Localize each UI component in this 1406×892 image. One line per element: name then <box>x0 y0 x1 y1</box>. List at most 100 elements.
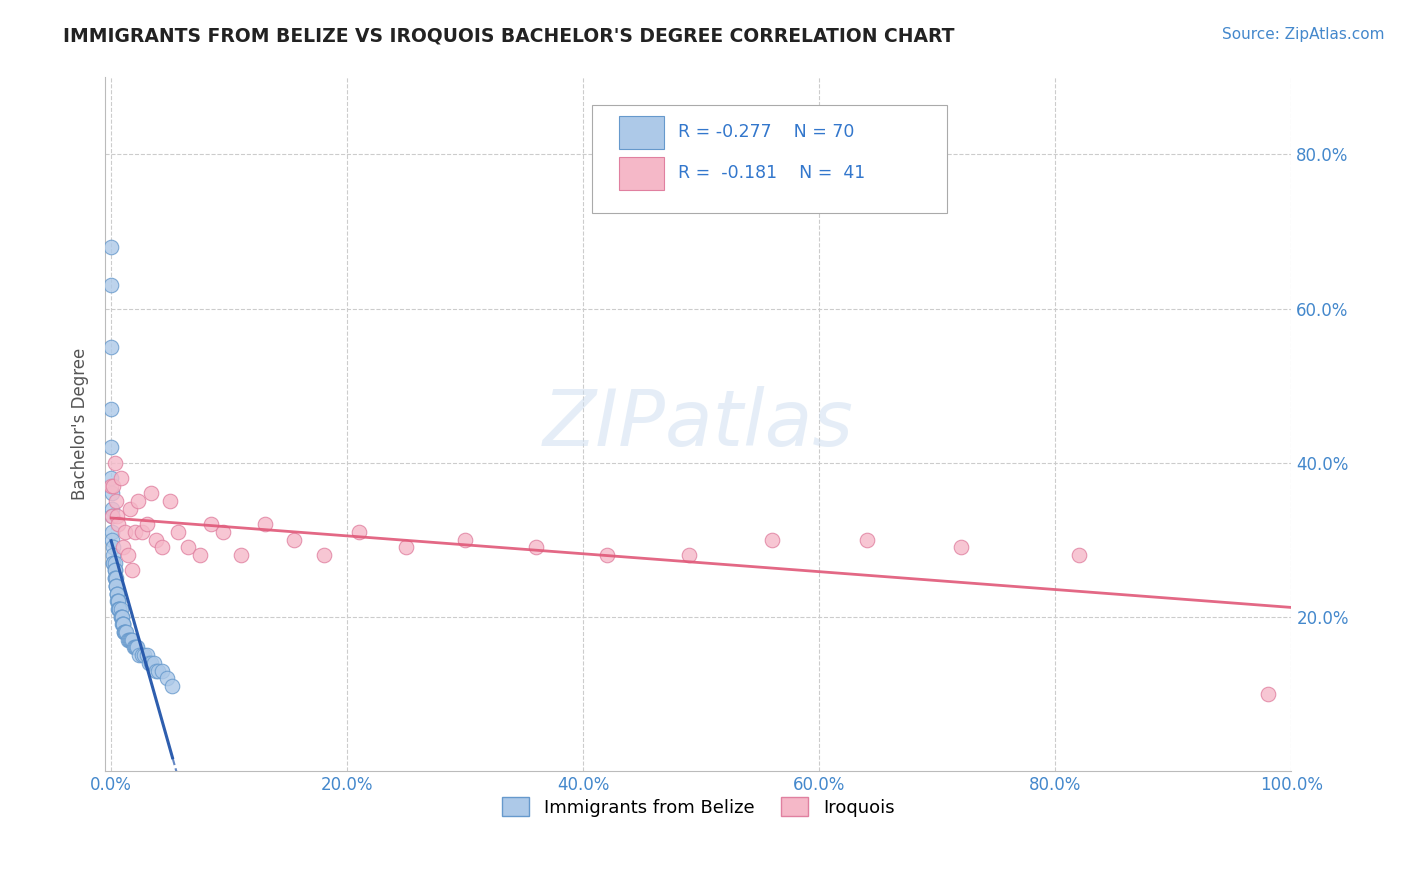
Point <box>108 602 131 616</box>
Point <box>103 556 125 570</box>
Point <box>111 541 134 555</box>
Point <box>103 556 125 570</box>
Point <box>104 556 127 570</box>
Point <box>135 517 157 532</box>
Point <box>105 594 128 608</box>
Point <box>131 648 153 662</box>
Point <box>104 456 127 470</box>
Text: Source: ZipAtlas.com: Source: ZipAtlas.com <box>1222 27 1385 42</box>
FancyBboxPatch shape <box>619 157 664 190</box>
Point <box>229 548 252 562</box>
Point <box>122 640 145 655</box>
Point <box>141 486 163 500</box>
Point <box>200 517 222 532</box>
Point <box>524 541 547 555</box>
Point <box>107 594 129 608</box>
Point <box>111 617 134 632</box>
Point <box>105 586 128 600</box>
Point <box>150 541 173 555</box>
Point <box>110 471 132 485</box>
Point <box>103 548 125 562</box>
Point <box>100 478 122 492</box>
Point <box>134 648 156 662</box>
Point <box>949 541 972 555</box>
Point <box>141 656 163 670</box>
Legend: Immigrants from Belize, Iroquois: Immigrants from Belize, Iroquois <box>495 790 901 824</box>
Text: ZIPatlas: ZIPatlas <box>543 386 853 462</box>
Point <box>111 609 134 624</box>
Point <box>104 571 127 585</box>
Point <box>125 640 148 655</box>
Point <box>761 533 783 547</box>
Point <box>114 524 136 539</box>
Point <box>110 609 132 624</box>
FancyBboxPatch shape <box>619 116 664 149</box>
Point <box>155 671 177 685</box>
Point <box>395 541 418 555</box>
Point <box>110 609 132 624</box>
Point <box>124 640 146 655</box>
Point <box>104 571 127 585</box>
Point <box>1257 687 1279 701</box>
Point <box>120 632 142 647</box>
Point <box>111 617 134 632</box>
Point <box>855 533 877 547</box>
Point <box>167 524 190 539</box>
Point <box>118 501 141 516</box>
Point <box>107 602 129 616</box>
Point <box>114 625 136 640</box>
Point <box>121 632 143 647</box>
Point <box>104 563 127 577</box>
Point <box>283 533 305 547</box>
Point <box>108 602 131 616</box>
Point <box>678 548 700 562</box>
Point <box>145 664 167 678</box>
Point <box>150 664 173 678</box>
Point <box>188 548 211 562</box>
Point <box>107 594 129 608</box>
Point <box>114 625 136 640</box>
Point <box>111 609 134 624</box>
Point <box>101 509 124 524</box>
Point <box>115 625 138 640</box>
Point <box>312 548 335 562</box>
Point <box>101 486 124 500</box>
Point <box>105 509 128 524</box>
Point <box>212 524 235 539</box>
Text: R = -0.277    N = 70: R = -0.277 N = 70 <box>678 122 855 141</box>
Point <box>111 617 134 632</box>
Point <box>117 548 139 562</box>
Point <box>127 494 149 508</box>
Point <box>138 656 160 670</box>
Point <box>118 632 141 647</box>
Point <box>128 648 150 662</box>
Point <box>118 632 141 647</box>
Point <box>135 648 157 662</box>
Point <box>104 494 127 508</box>
Point <box>104 579 127 593</box>
Point <box>104 579 127 593</box>
Point <box>110 602 132 616</box>
Point <box>159 494 181 508</box>
FancyBboxPatch shape <box>592 105 948 212</box>
Point <box>253 517 276 532</box>
Point <box>108 602 131 616</box>
Point <box>105 586 128 600</box>
Point <box>100 240 122 254</box>
Point <box>103 478 125 492</box>
Text: IMMIGRANTS FROM BELIZE VS IROQUOIS BACHELOR'S DEGREE CORRELATION CHART: IMMIGRANTS FROM BELIZE VS IROQUOIS BACHE… <box>63 27 955 45</box>
Point <box>347 524 370 539</box>
Point <box>125 640 148 655</box>
Point <box>100 340 122 354</box>
Point <box>148 664 170 678</box>
Point <box>454 533 477 547</box>
Point <box>107 594 129 608</box>
Text: R =  -0.181    N =  41: R = -0.181 N = 41 <box>678 164 866 182</box>
Point <box>104 579 127 593</box>
Point <box>105 586 128 600</box>
Point <box>100 440 122 454</box>
Point <box>101 501 124 516</box>
Point <box>104 571 127 585</box>
Point <box>131 524 153 539</box>
Point <box>100 278 122 293</box>
